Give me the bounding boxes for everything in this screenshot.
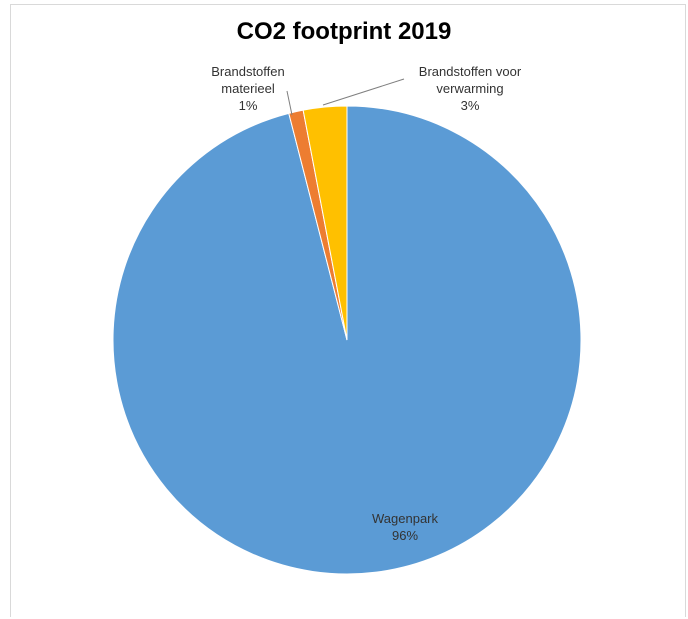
pie-slice-brandstoffen-voor-verwarming [302,105,348,341]
leader-line-brandstoffen-voor-verwarming [322,78,405,106]
leader-line-brandstoffen-materieel [286,90,293,116]
slice-label-wagenpark: Wagenpark 96% [372,511,438,543]
slice-label-brandstoffen-voor-verwarming: Brandstoffen voor verwarming 3% [419,64,522,113]
chart-title: CO2 footprint 2019 [236,18,452,45]
slice-label-brandstoffen-materieel: Brandstoffen materieel 1% [211,64,284,113]
